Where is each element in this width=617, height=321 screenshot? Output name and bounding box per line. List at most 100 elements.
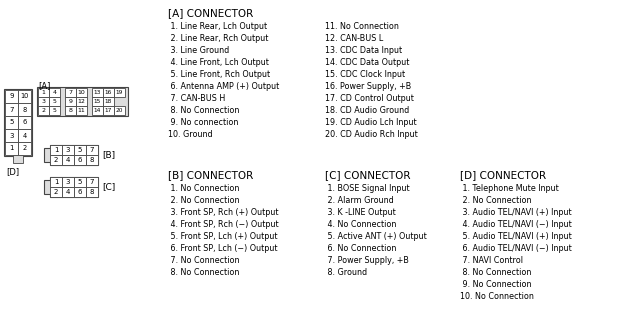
Bar (74, 177, 86, 187)
Text: 6: 6 (78, 189, 82, 195)
Text: 6. Audio TEL/NAVI (−) Input: 6. Audio TEL/NAVI (−) Input (460, 244, 572, 253)
Text: 2: 2 (54, 157, 58, 163)
Text: [D]: [D] (6, 167, 19, 176)
Text: 8: 8 (89, 189, 94, 195)
Bar (5, 90, 18, 103)
Bar (50, 177, 62, 187)
Text: 8: 8 (89, 157, 94, 163)
Bar (65, 97, 76, 106)
Text: [A]: [A] (38, 81, 51, 90)
Bar (86, 177, 98, 187)
Bar (92, 106, 103, 115)
Text: 4: 4 (66, 189, 70, 195)
Text: 7: 7 (89, 147, 94, 153)
Text: 4: 4 (52, 90, 57, 95)
Text: 5. Audio TEL/NAVI (+) Input: 5. Audio TEL/NAVI (+) Input (460, 232, 572, 241)
Text: 7. CAN-BUS H: 7. CAN-BUS H (168, 94, 225, 103)
Text: 2: 2 (54, 189, 58, 195)
Text: 7: 7 (9, 107, 14, 112)
Text: 9. No Connection: 9. No Connection (460, 280, 531, 289)
Text: 5. Front SP, Lch (+) Output: 5. Front SP, Lch (+) Output (168, 232, 278, 241)
Text: 2: 2 (41, 108, 46, 113)
Text: 18. CD Audio Ground: 18. CD Audio Ground (325, 106, 409, 115)
Bar (50, 145, 62, 155)
Bar (38, 97, 49, 106)
Bar (74, 155, 86, 165)
Bar (18, 90, 31, 103)
Text: 16. Power Supply, +B: 16. Power Supply, +B (325, 82, 412, 91)
Bar (92, 97, 103, 106)
Text: 7. NAVI Control: 7. NAVI Control (460, 256, 523, 265)
Text: [B] CONNECTOR: [B] CONNECTOR (168, 170, 253, 180)
Text: 7. Power Supply, +B: 7. Power Supply, +B (325, 256, 409, 265)
Text: 3. K -LINE Output: 3. K -LINE Output (325, 208, 395, 217)
Bar (50, 187, 62, 197)
Text: 7. No Connection: 7. No Connection (168, 256, 239, 265)
Bar (62, 187, 74, 197)
Bar (62, 155, 74, 165)
Text: 1. BOSE Signal Input: 1. BOSE Signal Input (325, 184, 410, 193)
Text: 14: 14 (94, 108, 101, 113)
Polygon shape (44, 145, 98, 165)
Bar (76, 106, 87, 115)
Text: 7: 7 (89, 179, 94, 185)
Text: 4: 4 (66, 157, 70, 163)
Bar (18, 103, 31, 116)
Text: 6. Antenna AMP (+) Output: 6. Antenna AMP (+) Output (168, 82, 280, 91)
Text: 19: 19 (116, 90, 123, 95)
Text: 9. No connection: 9. No connection (168, 118, 238, 127)
Bar (65, 88, 76, 97)
Text: 1: 1 (54, 179, 58, 185)
Text: 1: 1 (54, 147, 58, 153)
Text: 15. CDC Clock Input: 15. CDC Clock Input (325, 70, 405, 79)
Bar (50, 155, 62, 165)
Polygon shape (44, 177, 98, 197)
Text: [A] CONNECTOR: [A] CONNECTOR (168, 8, 253, 18)
Text: 10. Ground: 10. Ground (168, 130, 213, 139)
Bar (86, 187, 98, 197)
Bar (86, 155, 98, 165)
Text: 20: 20 (116, 108, 123, 113)
Text: [C]: [C] (102, 183, 115, 192)
Text: 8: 8 (68, 108, 72, 113)
Text: 12. CAN-BUS L: 12. CAN-BUS L (325, 34, 383, 43)
Bar (18, 142, 31, 155)
Bar (103, 88, 114, 97)
Text: 5: 5 (52, 99, 56, 104)
Text: 18: 18 (105, 99, 112, 104)
Bar (18, 129, 31, 142)
Text: 3. Front SP, Rch (+) Output: 3. Front SP, Rch (+) Output (168, 208, 278, 217)
Bar (74, 145, 86, 155)
Bar (18, 116, 31, 129)
Text: 8. No Connection: 8. No Connection (168, 106, 239, 115)
Bar (103, 106, 114, 115)
Text: 15: 15 (94, 99, 101, 104)
Text: 2. Line Rear, Rch Output: 2. Line Rear, Rch Output (168, 34, 268, 43)
Text: 1. Telephone Mute Input: 1. Telephone Mute Input (460, 184, 559, 193)
Bar (92, 88, 103, 97)
Text: 12: 12 (78, 99, 85, 104)
Text: 5: 5 (9, 119, 14, 126)
Text: 5. Active ANT (+) Output: 5. Active ANT (+) Output (325, 232, 427, 241)
Text: 2. No Connection: 2. No Connection (460, 196, 531, 205)
Text: 1. No Connection: 1. No Connection (168, 184, 239, 193)
Text: 3: 3 (9, 133, 14, 138)
Text: 6. No Connection: 6. No Connection (325, 244, 396, 253)
Text: 4. No Connection: 4. No Connection (325, 220, 396, 229)
Text: 5: 5 (78, 179, 82, 185)
Text: 3. Audio TEL/NAVI (+) Input: 3. Audio TEL/NAVI (+) Input (460, 208, 571, 217)
Bar (114, 106, 125, 115)
Bar (103, 97, 114, 106)
Text: 6: 6 (22, 119, 27, 126)
Text: 9: 9 (68, 99, 73, 104)
Bar (13, 155, 23, 163)
Text: 8. No Connection: 8. No Connection (168, 268, 239, 277)
Text: 16: 16 (105, 90, 112, 95)
Text: 10. No Connection: 10. No Connection (460, 292, 534, 301)
Bar (5, 142, 18, 155)
Bar (5, 103, 18, 116)
Text: [D] CONNECTOR: [D] CONNECTOR (460, 170, 546, 180)
Text: 1: 1 (9, 145, 14, 152)
Text: 3: 3 (66, 147, 70, 153)
Text: 10: 10 (78, 90, 85, 95)
